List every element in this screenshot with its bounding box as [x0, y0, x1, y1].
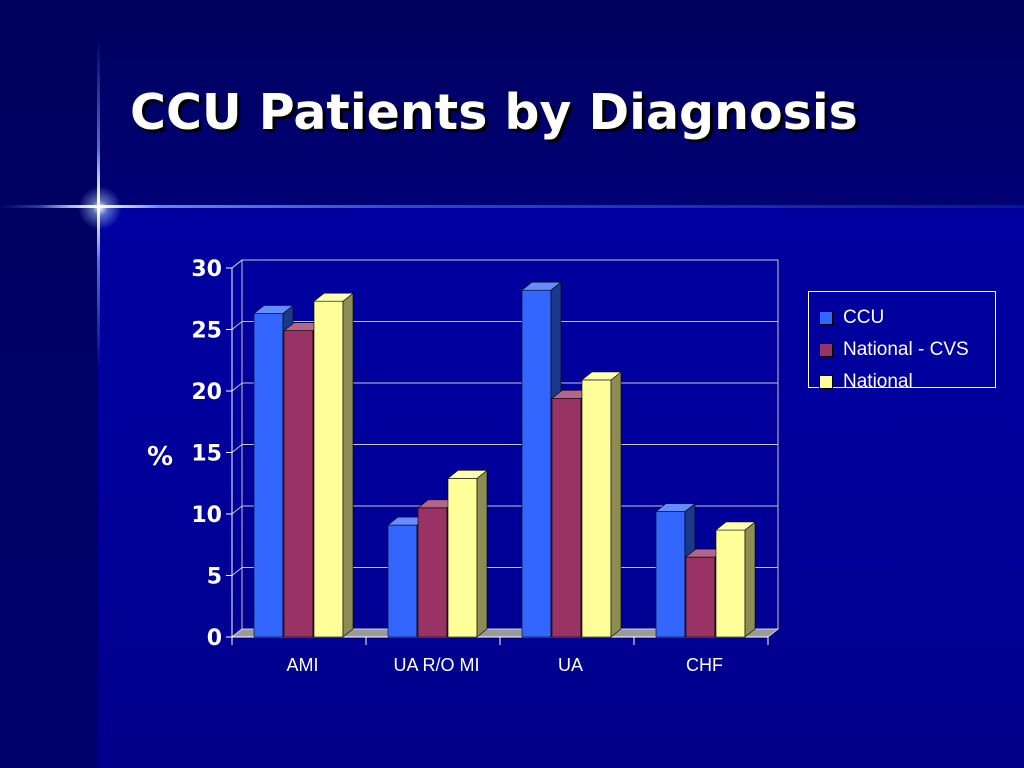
legend-label-ccu: CCU	[843, 307, 885, 328]
bar-ami-ccu	[253, 313, 284, 638]
bar-chf-ccu-top	[655, 503, 696, 512]
y-tick-label-20: 20	[191, 380, 222, 405]
bar-ua-r-o-mi-national	[447, 478, 478, 638]
bar-ami-national-side	[342, 292, 354, 638]
gridline-side-20	[231, 382, 243, 392]
y-tick-label-30: 30	[191, 257, 222, 282]
legend-label-national-cvs: National - CVS	[843, 339, 969, 360]
bar-ua-national-side	[610, 371, 622, 638]
y-axis-label: %	[147, 442, 173, 472]
y-tick-label-10: 10	[191, 503, 222, 528]
y-tick-label-0: 0	[207, 626, 222, 651]
bar-chf-national-top	[715, 521, 756, 531]
sparkle-vertical	[97, 150, 100, 260]
legend-label-national: National	[843, 371, 913, 392]
legend-swatch-national	[819, 375, 833, 389]
bar-ua-ccu-top	[521, 281, 562, 291]
bar-ami-national-top	[313, 292, 354, 302]
gridline-side-5	[231, 567, 243, 576]
bar-ua-r-o-mi-national-top	[447, 470, 488, 479]
chart-legend: CCU National - CVS National	[808, 291, 996, 392]
gridline-side-15	[231, 444, 243, 453]
horizontal-accent-line	[0, 205, 1024, 208]
y-tick-label-5: 5	[207, 565, 222, 590]
y-tick-label-25: 25	[191, 319, 222, 344]
bar-chf-ccu	[655, 511, 686, 638]
sparkle-horizontal	[40, 205, 160, 208]
bar-ua-r-o-mi-national-side	[476, 469, 488, 638]
x-category-label-chf: CHF	[686, 655, 723, 675]
bar-ua-ccu	[521, 289, 552, 638]
bar-chf-national-side	[744, 521, 756, 638]
gridline-side-10	[231, 505, 243, 515]
y-tick-label-15: 15	[191, 442, 222, 467]
gridline-side-25	[231, 321, 243, 330]
gridline-side-30	[231, 259, 243, 269]
bar-chf-national	[715, 529, 746, 638]
x-category-label-ua-r-o-mi: UA R/O MI	[393, 655, 479, 675]
bar-ua-r-o-mi-ccu	[387, 524, 418, 638]
bar-ua-national-cvs	[551, 398, 582, 638]
left-band	[0, 0, 98, 768]
legend-item-national-cvs: National - CVS	[809, 334, 995, 366]
legend-swatch-ccu	[819, 311, 833, 325]
x-category-label-ami: AMI	[286, 655, 318, 675]
legend-item-ccu: CCU	[809, 302, 995, 334]
x-category-label-ua: UA	[558, 655, 583, 675]
bar-ua-national	[581, 379, 612, 638]
slide-title: CCU Patients by Diagnosis	[130, 84, 858, 141]
bar-ami-ccu-top	[253, 305, 294, 314]
sparkle-glow	[78, 186, 122, 230]
bar-ua-national-top	[581, 371, 622, 381]
bar-ua-r-o-mi-national-cvs	[417, 507, 448, 638]
bar-ami-national	[313, 300, 344, 638]
legend-swatch-national-cvs	[819, 343, 833, 357]
bar-ami-national-cvs	[283, 330, 314, 638]
legend-item-national: National	[809, 366, 995, 398]
bar-chf-national-cvs	[685, 556, 716, 638]
